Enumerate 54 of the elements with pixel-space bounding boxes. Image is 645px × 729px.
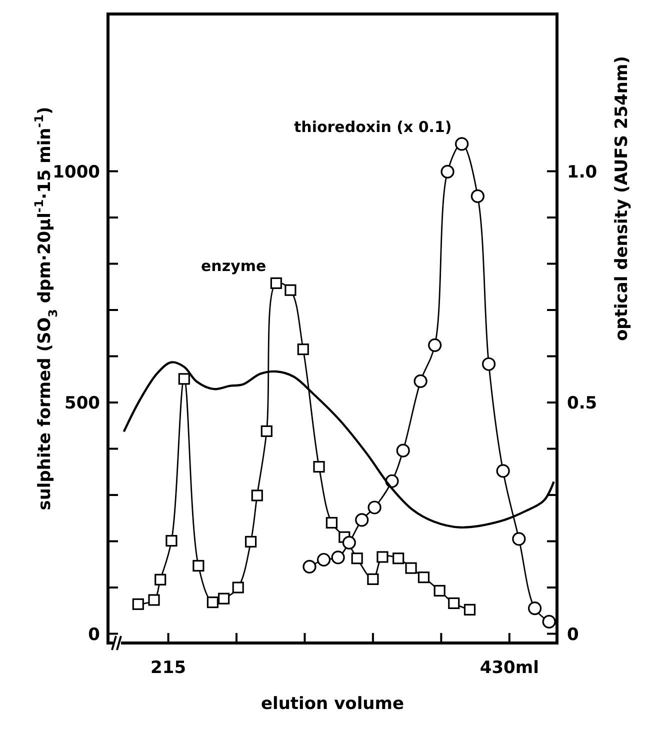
point (313, 460, 325, 473)
point (270, 277, 282, 289)
point (342, 536, 356, 550)
point (297, 344, 309, 356)
point (351, 552, 363, 564)
point (260, 425, 272, 437)
point (284, 284, 296, 296)
point (316, 552, 331, 567)
point (178, 373, 190, 385)
point (528, 602, 542, 616)
point (218, 592, 230, 604)
point (232, 582, 244, 594)
point (396, 444, 410, 458)
point (392, 552, 404, 564)
point (355, 513, 369, 527)
point (368, 500, 382, 514)
series-label: enzyme (201, 257, 266, 276)
y2-tick-label: 0 (567, 624, 579, 645)
x-tick-label: 215 (150, 658, 186, 678)
series-label: thioredoxin (x 0.1) (294, 118, 452, 136)
point (482, 357, 496, 371)
point (192, 560, 204, 572)
point (326, 516, 338, 529)
point (464, 604, 476, 616)
x-tick-label: 430ml (480, 658, 539, 678)
point (206, 596, 219, 608)
point (132, 598, 144, 610)
point (448, 597, 460, 610)
point (428, 338, 442, 352)
point (148, 594, 160, 606)
point (251, 490, 263, 502)
point (244, 536, 257, 548)
point (455, 137, 469, 151)
point (405, 562, 417, 574)
point (512, 532, 526, 546)
point (302, 560, 316, 574)
y2-axis-title: optical density (AUFS 254nm) (612, 56, 632, 342)
point (154, 574, 166, 586)
y2-tick-label: 0.5 (567, 394, 598, 414)
point (367, 573, 379, 585)
point (470, 189, 484, 204)
point (418, 572, 430, 584)
point (331, 550, 345, 564)
point (376, 551, 388, 563)
point (434, 584, 446, 597)
point (496, 464, 510, 478)
point (166, 534, 178, 547)
point (542, 614, 556, 629)
y-tick-label: 500 (64, 394, 100, 414)
y2-tick-label: 1.0 (567, 162, 598, 182)
y-tick-label: 0 (88, 624, 100, 645)
x-axis-title: elution volume (260, 694, 404, 714)
point (440, 164, 454, 179)
point (414, 374, 428, 388)
